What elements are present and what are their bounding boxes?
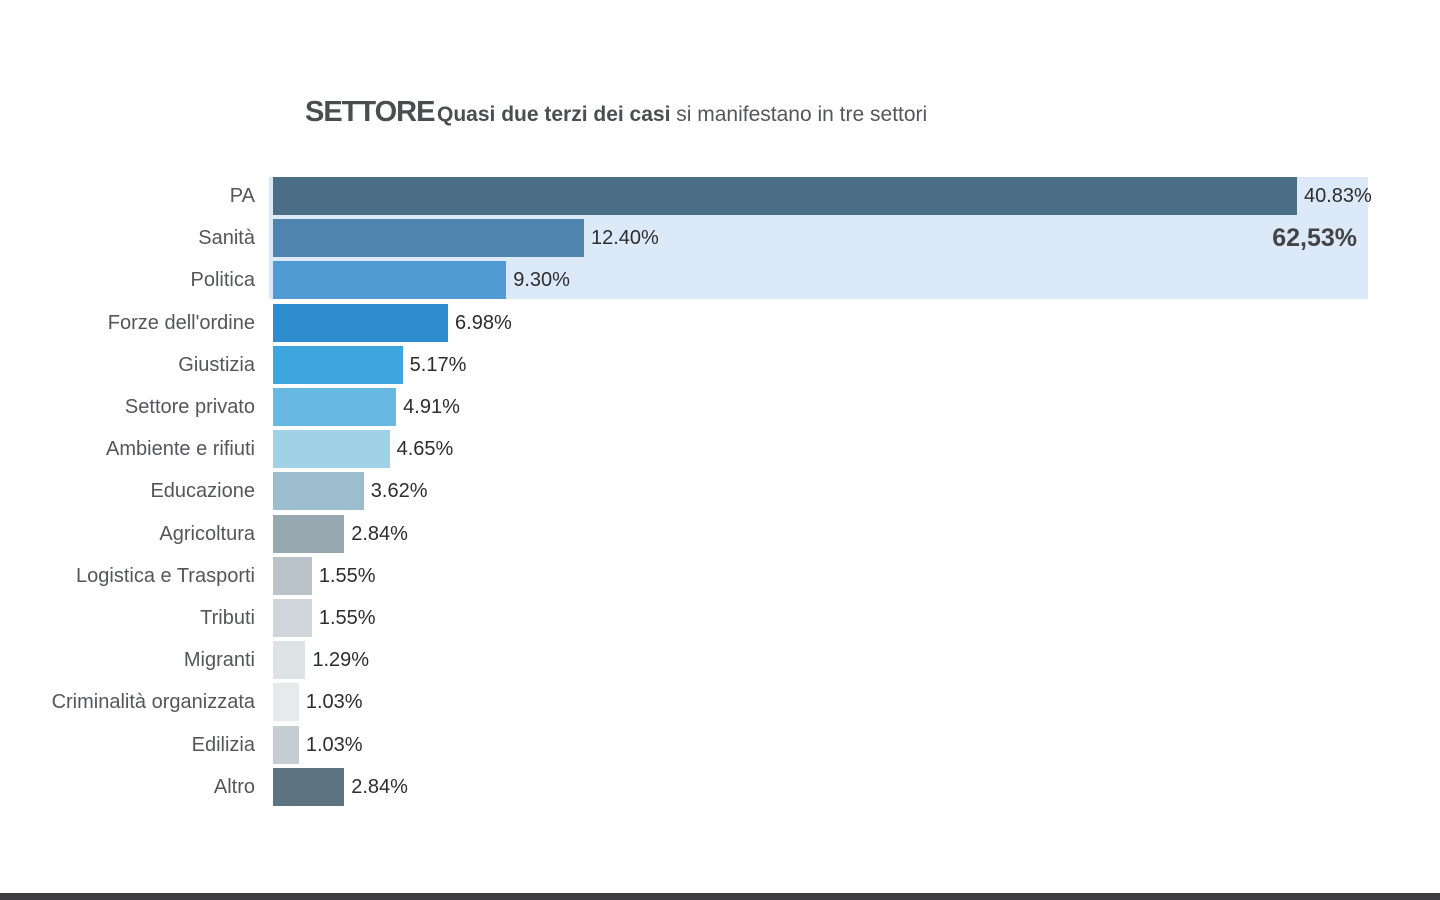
bar <box>273 177 1297 215</box>
bar-row: Sanità 12.40% <box>0 219 1440 258</box>
bar-row: Criminalità organizzata 1.03% <box>0 683 1440 722</box>
bar <box>273 345 403 384</box>
bar <box>273 641 306 680</box>
category-label: Logistica e Trasporti <box>76 564 255 587</box>
bar-row: Giustizia 5.17% <box>0 345 1440 384</box>
value-label: 1.29% <box>312 649 370 672</box>
bar-row: Politica 9.30% <box>0 261 1440 300</box>
bar <box>273 514 345 553</box>
bar <box>273 725 299 764</box>
value-label: 4.91% <box>403 396 460 418</box>
bar-row: Tributi 1.55% <box>0 599 1440 637</box>
category-label: Criminalità organizzata <box>51 691 255 714</box>
value-label: 40.83% <box>1304 185 1372 207</box>
bar-row: Agricoltura 2.84% <box>0 514 1440 553</box>
bar-row: Edilizia 1.03% <box>0 725 1440 764</box>
value-label: 5.17% <box>409 353 467 376</box>
bar-row: Altro 2.84% <box>0 767 1440 806</box>
bar-row: Forze dell'ordine 6.98% <box>0 303 1440 342</box>
bar <box>273 303 449 342</box>
bar <box>273 599 312 637</box>
chart-subtitle-rest: si manifestano in tre settori <box>670 103 928 126</box>
bar <box>273 472 364 511</box>
bar <box>273 219 584 258</box>
category-label: Tributi <box>200 607 255 629</box>
chart-subtitle: Quasi due terzi dei casi si manifestano … <box>437 102 927 127</box>
bar-row: Educazione 3.62% <box>0 472 1440 511</box>
value-label: 3.62% <box>370 480 428 503</box>
category-label: Giustizia <box>178 353 255 376</box>
bar <box>273 388 397 426</box>
category-label: Altro <box>213 775 255 798</box>
bar-row: Logistica e Trasporti 1.55% <box>0 556 1440 595</box>
value-label: 4.65% <box>396 438 454 461</box>
bar <box>273 261 507 300</box>
footer-bar <box>0 893 1440 900</box>
bar-row: Migranti 1.29% <box>0 641 1440 680</box>
chart-title: SETTORE <box>305 96 435 128</box>
category-label: Ambiente e rifiuti <box>106 438 255 461</box>
value-label: 1.03% <box>305 691 363 714</box>
category-label: Educazione <box>150 480 255 503</box>
category-label: Politica <box>190 269 255 292</box>
value-label: 9.30% <box>513 269 570 292</box>
value-label: 2.84% <box>351 775 408 798</box>
value-label: 1.55% <box>318 564 376 587</box>
bar-row: Ambiente e rifiuti 4.65% <box>0 430 1440 469</box>
bar <box>273 683 299 722</box>
category-label: Sanità <box>198 227 255 250</box>
value-label: 6.98% <box>455 311 512 334</box>
bar-row: PA 40.83% <box>0 177 1440 215</box>
value-label: 1.03% <box>305 733 363 756</box>
top3-total-label: 62,53% <box>1272 224 1357 252</box>
bar <box>273 767 345 806</box>
value-label: 12.40% <box>590 227 659 250</box>
category-label: PA <box>229 185 255 207</box>
value-label: 2.84% <box>351 522 408 545</box>
bar-row: Settore privato 4.91% <box>0 388 1440 426</box>
category-label: Migranti <box>183 649 255 672</box>
bar <box>273 556 312 595</box>
category-label: Forze dell'ordine <box>107 311 255 334</box>
bar <box>273 430 390 469</box>
category-label: Agricoltura <box>159 522 255 545</box>
chart-subtitle-emphasis: Quasi due terzi dei casi <box>437 103 671 126</box>
category-label: Edilizia <box>191 733 255 756</box>
category-label: Settore privato <box>124 396 255 418</box>
value-label: 1.55% <box>318 607 376 629</box>
